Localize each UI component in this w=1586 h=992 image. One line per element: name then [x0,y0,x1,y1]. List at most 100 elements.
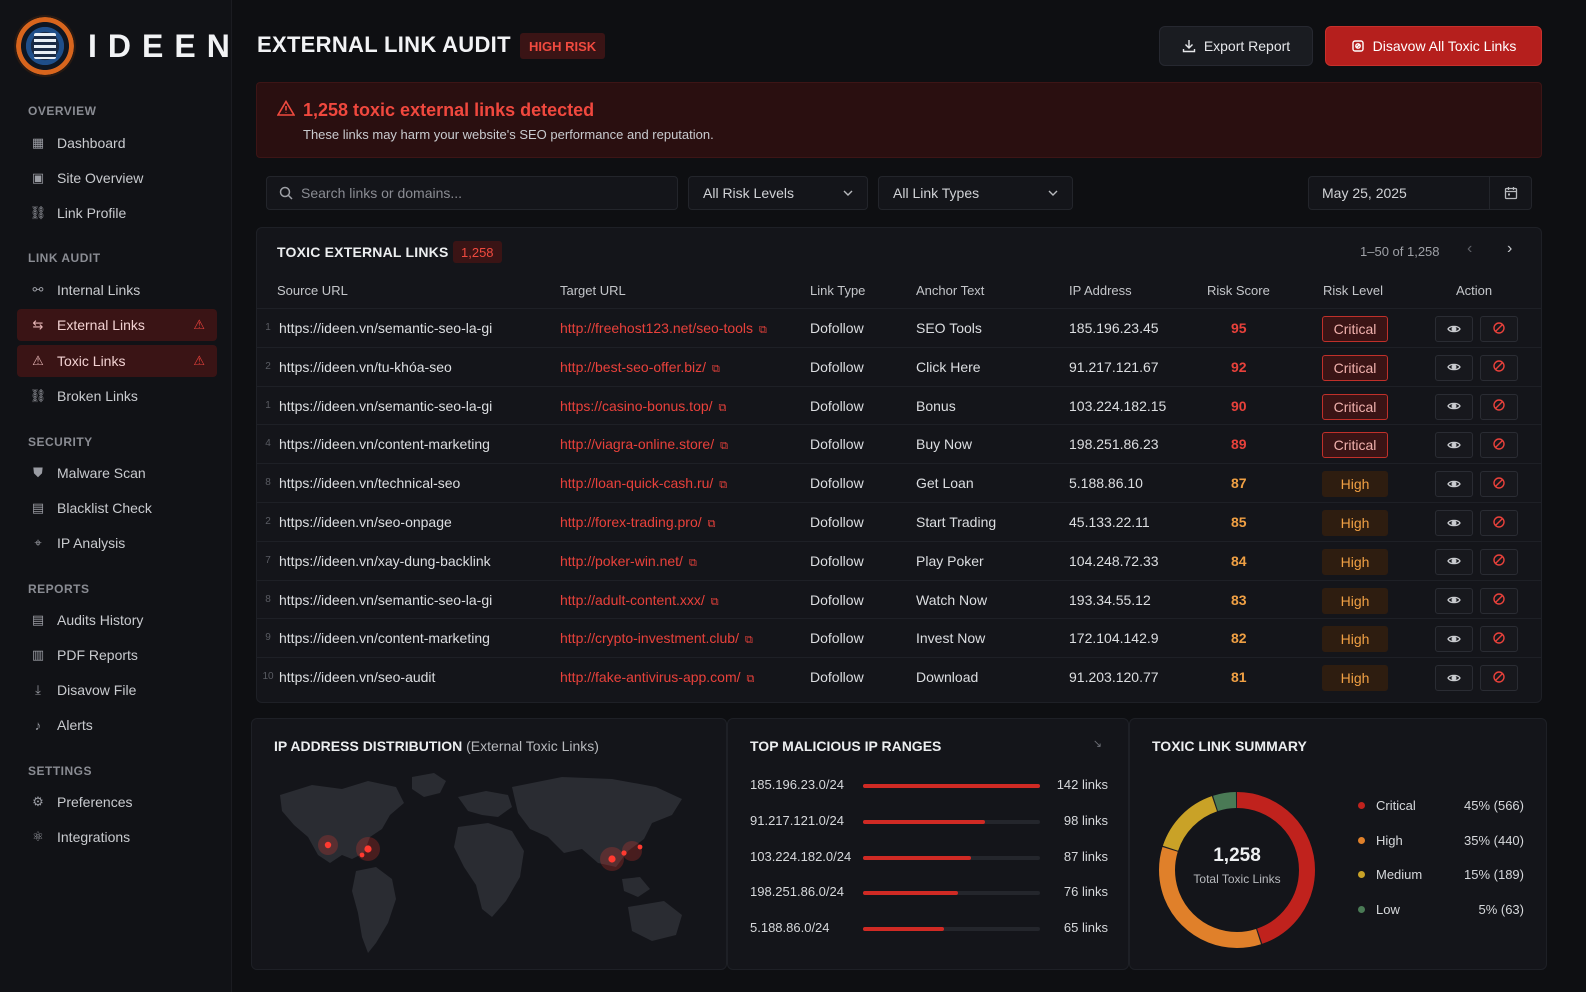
view-button[interactable] [1435,548,1473,575]
view-button[interactable] [1435,587,1473,614]
view-button[interactable] [1435,393,1473,420]
block-button[interactable] [1480,316,1518,342]
table-row[interactable]: 10 https://ideen.vn/seo-audit http://fake-… [257,657,1541,696]
block-button[interactable] [1480,626,1518,653]
column-header-anchor-text[interactable]: Anchor Text [916,283,985,298]
target-url-link[interactable]: http://freehost123.net/seo-tools ⧉ [560,320,767,337]
view-button[interactable] [1435,432,1473,459]
block-button[interactable] [1480,432,1518,459]
source-url[interactable]: https://ideen.vn/semantic-seo-la-gi [279,591,493,608]
toxic-summary-donut[interactable] [1154,787,1320,953]
legend-item[interactable]: Medium 15% (189) [1358,866,1524,884]
column-header-target-url[interactable]: Target URL [560,283,626,298]
target-url-link[interactable]: http://fake-antivirus-app.com/ ⧉ [560,669,754,686]
source-url[interactable]: https://ideen.vn/semantic-seo-la-gi [279,320,493,336]
target-url-link[interactable]: http://loan-quick-cash.ru/ ⧉ [560,475,727,492]
source-url[interactable]: https://ideen.vn/xay-dung-backlink [279,552,491,569]
target-url-link[interactable]: http://forex-trading.pro/ ⧉ [560,514,716,531]
table-row[interactable]: 7 https://ideen.vn/xay-dung-backlink http:… [257,540,1541,580]
source-url[interactable]: https://ideen.vn/content-marketing [279,630,490,647]
table-row[interactable]: 4 https://ideen.vn/content-marketing http:… [257,424,1541,463]
table-row[interactable]: 9 https://ideen.vn/content-marketing http:… [257,618,1541,657]
target-url-link[interactable]: http://best-seo-offer.biz/ ⧉ [560,359,720,376]
brand[interactable]: IDEEN [16,16,241,76]
table-row[interactable]: 2 https://ideen.vn/seo-onpage http://forex… [257,502,1541,541]
column-header-risk-level[interactable]: Risk Level [1323,283,1383,298]
sidebar-item-internal-links[interactable]: ⚯ Internal Links [17,274,217,306]
view-button[interactable] [1435,510,1473,536]
view-button[interactable] [1435,626,1473,653]
target-url-link[interactable]: http://adult-content.xxx/ ⧉ [560,592,719,609]
legend-item[interactable]: High 35% (440) [1358,832,1524,850]
view-button[interactable] [1435,471,1473,498]
ip-range-row[interactable]: 91.217.121.0/24 98 links [750,811,1108,831]
target-url-link[interactable]: http://poker-win.net/ ⧉ [560,553,697,570]
source-url[interactable]: https://ideen.vn/seo-onpage [279,514,452,530]
target-url-link[interactable]: https://casino-bonus.top/ ⧉ [560,398,726,415]
donut-slice-critical[interactable] [1159,792,1315,948]
table-row[interactable]: 1 https://ideen.vn/semantic-seo-la-gi http… [257,385,1541,425]
risk-level-select[interactable]: All Risk Levels [688,176,868,210]
expand-icon[interactable]: ↘ [1092,738,1102,750]
view-button[interactable] [1435,665,1473,692]
column-header-ip-address[interactable]: IP Address [1069,283,1132,298]
sidebar-item-malware-scan[interactable]: ⛊ Malware Scan [17,457,217,489]
search-field[interactable] [266,176,678,210]
sidebar-item-alerts[interactable]: ♪ Alerts [17,709,217,741]
table-row[interactable]: 8 https://ideen.vn/technical-seo http://lo… [257,463,1541,502]
target-url-link[interactable]: http://crypto-investment.club/ ⧉ [560,630,753,647]
block-button[interactable] [1480,393,1518,420]
search-input[interactable] [301,185,661,201]
column-header-link-type[interactable]: Link Type [810,283,866,298]
source-url[interactable]: https://ideen.vn/semantic-seo-la-gi [279,397,493,414]
table-row[interactable]: 8 https://ideen.vn/semantic-seo-la-gi http… [257,579,1541,619]
sidebar-item-ip-analysis[interactable]: ⌖ IP Analysis [17,527,217,559]
sidebar-item-site-overview[interactable]: ▣ Site Overview [17,162,217,194]
sidebar-item-broken-links[interactable]: ⛓ Broken Links [17,380,217,412]
source-url[interactable]: https://ideen.vn/tu-khóa-seo [279,358,452,375]
view-button[interactable] [1435,316,1473,342]
source-url[interactable]: https://ideen.vn/technical-seo [279,475,461,492]
sidebar-item-blacklist-check[interactable]: ▤ Blacklist Check [17,492,217,524]
block-button[interactable] [1480,548,1518,575]
export-report-button[interactable]: Export Report [1159,26,1313,66]
block-button[interactable] [1480,354,1518,381]
ip-range-label: 5.188.86.0/24 [750,920,830,936]
legend-item[interactable]: Critical 45% (566) [1358,797,1524,815]
block-button[interactable] [1480,665,1518,692]
ip-range-row[interactable]: 103.224.182.0/24 87 links [750,847,1108,867]
ip-range-row[interactable]: 198.251.86.0/24 76 links [750,882,1108,902]
target-url-link[interactable]: http://viagra-online.store/ ⧉ [560,436,728,453]
block-button[interactable] [1480,471,1518,498]
date-picker[interactable]: May 25, 2025 [1308,176,1532,210]
disavow-all-button[interactable]: Disavow All Toxic Links [1325,26,1542,66]
sidebar-item-dashboard[interactable]: ▦ Dashboard [17,127,217,159]
link-type-select[interactable]: All Link Types [878,176,1073,210]
source-url[interactable]: https://ideen.vn/content-marketing [279,436,490,453]
sidebar-item-integrations[interactable]: ⚛ Integrations [17,821,217,853]
sidebar-item-pdf-reports[interactable]: ▥ PDF Reports [17,639,217,671]
sidebar-item-preferences[interactable]: ⚙ Preferences [17,786,217,818]
block-button[interactable] [1480,587,1518,614]
table-row[interactable]: 1 https://ideen.vn/semantic-seo-la-gi http… [257,308,1541,347]
ip-range-row[interactable]: 5.188.86.0/24 65 links [750,918,1108,938]
sidebar-item-audits-history[interactable]: ▤ Audits History [17,604,217,636]
donut-slice-high[interactable] [1159,792,1315,948]
world-map[interactable] [272,767,712,963]
sidebar-item-link-profile[interactable]: ⛓ Link Profile [17,197,217,229]
chevron-right-icon[interactable]: › [1507,240,1513,257]
sidebar-item-external-links[interactable]: ⇆ External Links ⚠ [17,309,217,341]
calendar-icon[interactable] [1489,177,1531,209]
column-header-source-url[interactable]: Source URL [277,283,348,298]
table-row[interactable]: 2 https://ideen.vn/tu-khóa-seo http://best… [257,346,1541,386]
sidebar-item-toxic-links[interactable]: ⚠ Toxic Links ⚠ [17,345,217,377]
view-button[interactable] [1435,354,1473,381]
sidebar-item-disavow-file[interactable]: ⤓ Disavow File [17,674,217,706]
chevron-left-icon[interactable]: ‹ [1467,240,1473,257]
ip-range-row[interactable]: 185.196.23.0/24 142 links [750,775,1108,795]
source-url[interactable]: https://ideen.vn/seo-audit [279,669,436,686]
legend-item[interactable]: Low 5% (63) [1358,901,1524,919]
column-header-risk-score[interactable]: Risk Score [1207,283,1270,298]
integrations-icon: ⚛ [32,829,44,844]
block-button[interactable] [1480,510,1518,536]
